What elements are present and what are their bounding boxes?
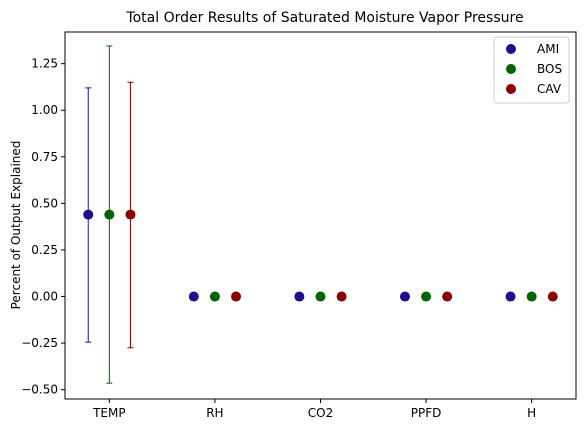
series-ami <box>83 87 516 343</box>
data-point <box>547 291 558 302</box>
chart-title: Total Order Results of Saturated Moistur… <box>125 10 523 26</box>
x-axis: TEMP RH CO2 PPFD H <box>92 399 536 420</box>
y-tick-label: −0.50 <box>21 383 58 397</box>
y-tick-label: 0.25 <box>31 243 58 257</box>
data-point <box>209 291 220 302</box>
data-point <box>442 291 453 302</box>
legend: AMI BOS CAV <box>493 36 570 104</box>
data-point <box>336 291 347 302</box>
x-tick-label: TEMP <box>92 406 126 420</box>
y-tick-label: 0.00 <box>31 290 58 304</box>
y-axis: −0.50 −0.25 0.00 0.25 0.50 0.75 1.00 1.25 <box>21 57 65 397</box>
data-point <box>231 291 242 302</box>
legend-label-bos: BOS <box>537 62 562 76</box>
data-point <box>83 209 94 220</box>
series-cav <box>125 81 558 349</box>
data-point <box>526 291 537 302</box>
data-point <box>505 291 516 302</box>
y-tick-label: 0.75 <box>31 150 58 164</box>
y-tick-label: −0.25 <box>21 336 58 350</box>
data-point <box>188 291 199 302</box>
x-tick-label: CO2 <box>308 406 333 420</box>
series-bos <box>104 45 537 384</box>
legend-marker-ami <box>506 44 516 54</box>
data-point <box>315 291 326 302</box>
legend-label-ami: AMI <box>537 42 559 56</box>
data-point <box>399 291 410 302</box>
legend-marker-bos <box>506 64 516 74</box>
data-point <box>104 209 115 220</box>
x-tick-label: H <box>527 406 536 420</box>
data-point <box>125 209 136 220</box>
y-tick-label: 1.25 <box>31 57 58 71</box>
data-point <box>421 291 432 302</box>
data-point <box>294 291 305 302</box>
y-tick-label: 1.00 <box>31 103 58 117</box>
legend-label-cav: CAV <box>537 82 562 96</box>
x-tick-label: PPFD <box>411 406 442 420</box>
legend-marker-cav <box>506 84 516 94</box>
plot-area <box>83 45 558 384</box>
y-axis-label: Percent of Output Explained <box>9 141 23 310</box>
y-tick-label: 0.50 <box>31 196 58 210</box>
x-tick-label: RH <box>206 406 223 420</box>
